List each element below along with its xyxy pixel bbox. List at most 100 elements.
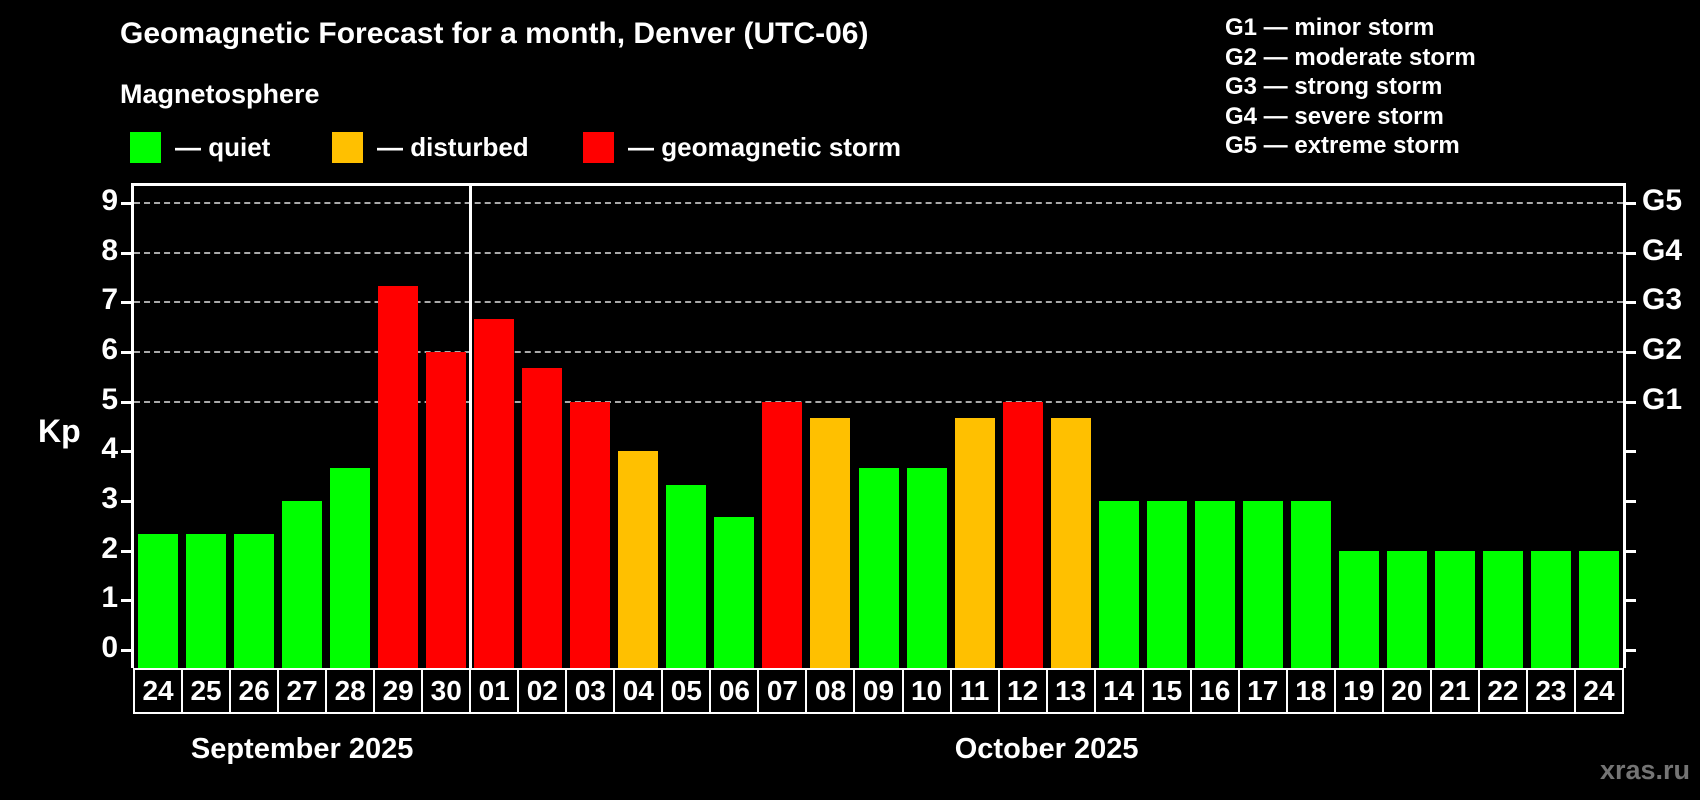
- y-axis-tick-right-7: [1626, 301, 1636, 305]
- gridline-kp-9: [134, 201, 1623, 204]
- y-axis-tick-right-6: [1626, 350, 1636, 354]
- day-label-26: 26: [229, 668, 280, 714]
- g-legend-line-g4: G4 — severe storm: [1225, 102, 1444, 130]
- y-axis-tick-right-3: [1626, 499, 1636, 503]
- kp-bar-16: [1194, 500, 1235, 668]
- kp-bar-01: [474, 318, 515, 668]
- day-label-24: 24: [1573, 668, 1624, 714]
- month-separator-line: [468, 186, 472, 668]
- g-legend-line-g2: G2 — moderate storm: [1225, 43, 1476, 71]
- legend-item-storm: — geomagnetic storm: [583, 129, 901, 165]
- day-label-28: 28: [325, 668, 376, 714]
- g-axis-label-g5: G5: [1642, 183, 1683, 217]
- month-label-0: September 2025: [190, 733, 414, 765]
- storm-color-swatch: [583, 131, 614, 163]
- y-axis-tick-right-0: [1626, 649, 1636, 652]
- gridline-kp-7: [134, 301, 1623, 304]
- g-scale-legend: G1 — minor storm G2 — moderate storm G3 …: [1225, 13, 1476, 161]
- g-legend-line-g5: G5 — extreme storm: [1225, 132, 1460, 159]
- day-label-24: 24: [133, 668, 184, 714]
- day-label-01: 01: [469, 668, 520, 714]
- day-label-22: 22: [1477, 668, 1528, 714]
- y-axis-tick-right-9: [1626, 201, 1636, 205]
- y-axis-tick-left-8: [121, 251, 131, 255]
- y-axis-label-4: 4: [101, 432, 118, 466]
- y-axis-label-2: 2: [101, 531, 118, 565]
- day-label-15: 15: [1141, 668, 1192, 714]
- day-label-07: 07: [757, 668, 808, 714]
- gridline-kp-8: [134, 251, 1623, 254]
- legend-label-quiet: — quiet: [175, 131, 271, 162]
- day-label-13: 13: [1045, 668, 1096, 714]
- kp-bar-20: [1386, 550, 1427, 668]
- kp-bar-06: [714, 517, 755, 668]
- y-axis-tick-left-4: [121, 450, 131, 454]
- day-label-05: 05: [661, 668, 712, 714]
- kp-bar-12: [1002, 401, 1043, 668]
- day-label-10: 10: [901, 668, 952, 714]
- kp-bar-26: [234, 534, 275, 668]
- kp-bar-13: [1050, 418, 1091, 668]
- y-axis-tick-left-2: [121, 549, 131, 553]
- chart-subtitle: Magnetosphere: [120, 79, 320, 109]
- kp-bar-11: [954, 418, 995, 668]
- y-axis-tick-left-6: [121, 350, 131, 354]
- plot-frame: [131, 183, 1626, 668]
- y-axis-label-8: 8: [101, 233, 118, 267]
- plot-area: [134, 186, 1623, 668]
- day-label-23: 23: [1525, 668, 1576, 714]
- day-label-14: 14: [1093, 668, 1144, 714]
- y-axis-label-9: 9: [101, 183, 118, 217]
- g-axis-label-g1: G1: [1642, 382, 1683, 416]
- g-legend-line-g3: G3 — strong storm: [1225, 73, 1443, 100]
- legend-label-disturbed: — disturbed: [377, 131, 529, 162]
- day-label-04: 04: [613, 668, 664, 714]
- day-label-27: 27: [277, 668, 328, 714]
- y-axis-label-5: 5: [101, 382, 118, 416]
- day-label-11: 11: [949, 668, 1000, 714]
- kp-bar-22: [1482, 550, 1523, 668]
- y-axis-tick-right-1: [1626, 599, 1636, 603]
- day-label-06: 06: [709, 668, 760, 714]
- kp-bar-17: [1242, 500, 1283, 668]
- day-label-29: 29: [373, 668, 424, 714]
- kp-bar-29: [378, 285, 419, 668]
- day-label-16: 16: [1189, 668, 1240, 714]
- kp-bar-08: [810, 418, 851, 668]
- y-axis-tick-right-2: [1626, 549, 1636, 553]
- page-title: Geomagnetic Forecast for a month, Denver…: [120, 17, 869, 50]
- legend-item-disturbed: — disturbed: [332, 129, 529, 165]
- day-label-25: 25: [181, 668, 232, 714]
- day-label-09: 09: [853, 668, 904, 714]
- legend-label-storm: — geomagnetic storm: [628, 131, 902, 162]
- kp-bar-18: [1290, 500, 1331, 668]
- day-label-18: 18: [1285, 668, 1336, 714]
- quiet-color-swatch: [130, 131, 161, 163]
- day-label-12: 12: [997, 668, 1048, 714]
- kp-bar-05: [666, 484, 707, 668]
- month-label-1: October 2025: [954, 733, 1139, 765]
- day-label-20: 20: [1381, 668, 1432, 714]
- kp-bar-14: [1098, 500, 1139, 668]
- y-axis-label-0: 0: [101, 631, 118, 664]
- day-label-08: 08: [805, 668, 856, 714]
- g-axis-label-g4: G4: [1642, 233, 1683, 267]
- y-axis-tick-right-8: [1626, 251, 1636, 255]
- kp-bar-10: [906, 467, 947, 668]
- day-label-03: 03: [565, 668, 616, 714]
- day-label-21: 21: [1429, 668, 1480, 714]
- watermark: xras.ru: [1599, 755, 1690, 785]
- y-axis-label-6: 6: [101, 332, 118, 366]
- day-label-02: 02: [517, 668, 568, 714]
- kp-bar-15: [1146, 500, 1187, 668]
- gridline-kp-5: [134, 400, 1623, 403]
- kp-bar-30: [426, 351, 467, 668]
- y-axis-label-7: 7: [101, 283, 118, 317]
- kp-bar-21: [1434, 550, 1475, 668]
- kp-bar-27: [282, 500, 323, 668]
- y-axis-label-3: 3: [101, 481, 118, 515]
- y-axis-tick-right-4: [1626, 450, 1636, 454]
- kp-bar-07: [762, 401, 803, 668]
- y-axis-tick-left-5: [121, 400, 131, 404]
- kp-bar-25: [186, 534, 227, 668]
